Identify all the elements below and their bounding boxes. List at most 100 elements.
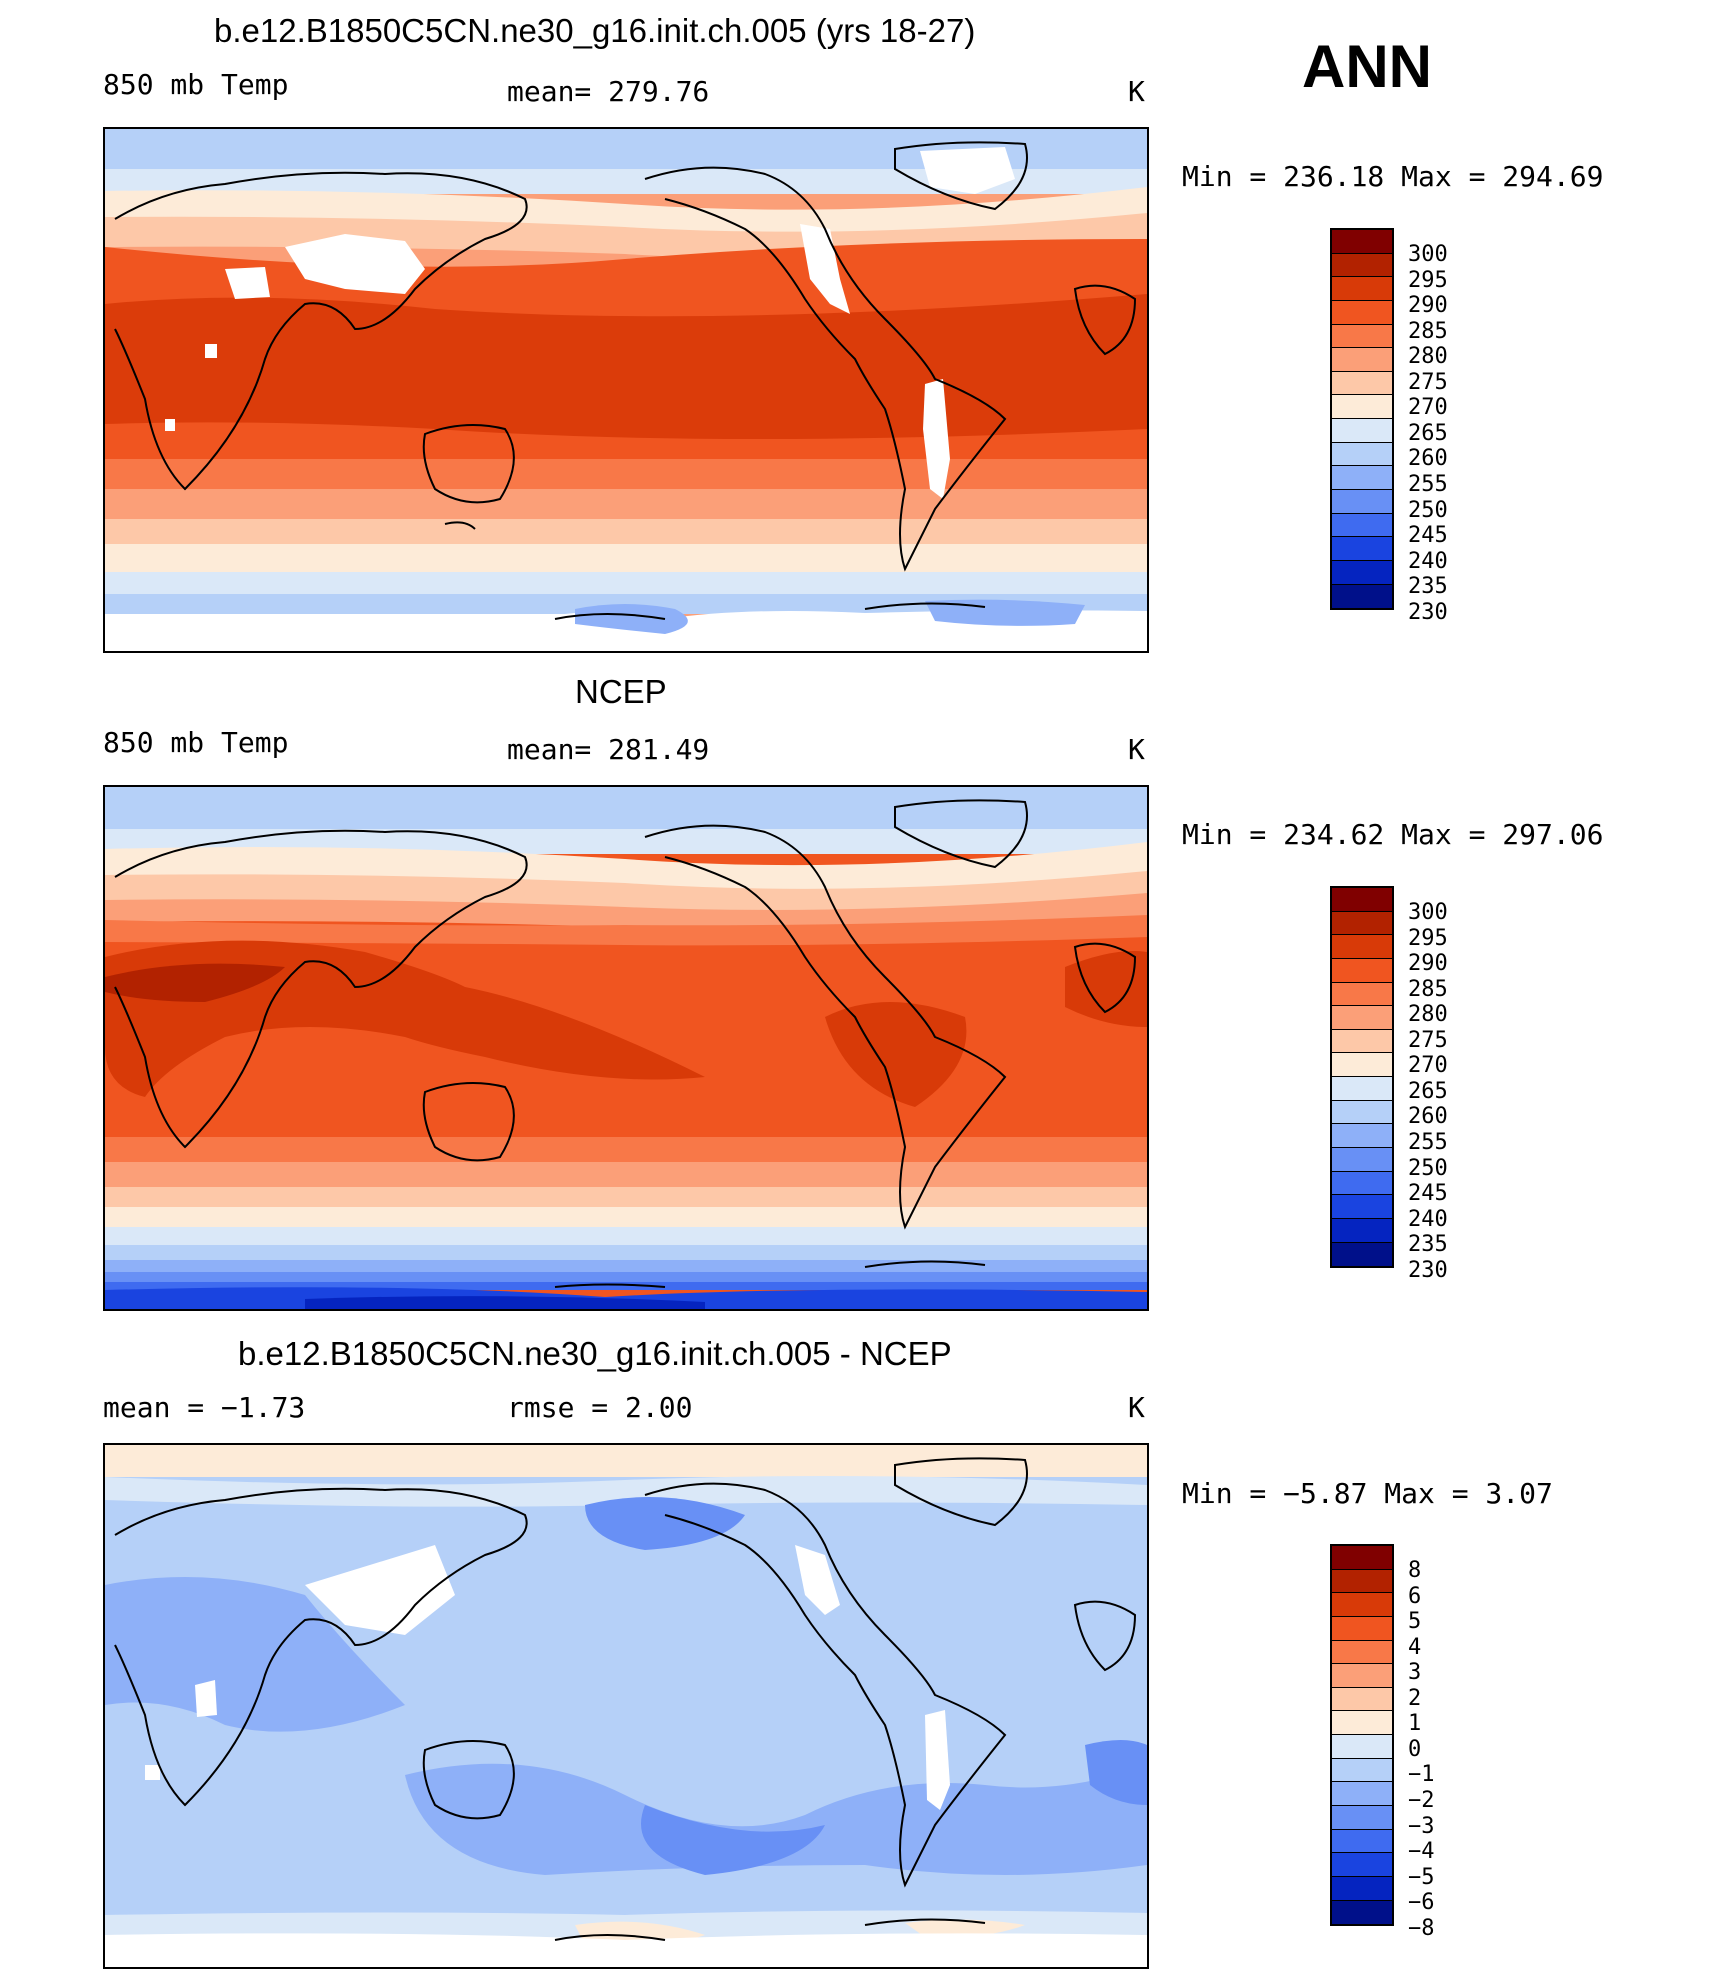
colorbar-label: 290 [1408, 293, 1448, 318]
panel3-colorbar-box [1332, 1758, 1392, 1783]
panel2-colorbar-box [1332, 888, 1392, 912]
panel1-colorbar-box [1332, 442, 1392, 467]
panel2-colorbar-box [1332, 1029, 1392, 1054]
colorbar-label: −2 [1408, 1788, 1435, 1813]
colorbar-label: 295 [1408, 268, 1448, 293]
colorbar-label: 240 [1408, 549, 1448, 574]
colorbar-label: 230 [1408, 600, 1448, 625]
colorbar-label: −3 [1408, 1814, 1435, 1839]
panel3-colorbar [1330, 1544, 1394, 1927]
colorbar-label: −5 [1408, 1865, 1435, 1890]
panel1-colorbar-box [1332, 277, 1392, 301]
season-label: ANN [1302, 33, 1432, 100]
colorbar-label: 285 [1408, 977, 1448, 1002]
colorbar-label: 8 [1408, 1558, 1422, 1583]
colorbar-label: 285 [1408, 319, 1448, 344]
panel1-units-label: K [1128, 75, 1145, 108]
panel3-colorbar-box [1332, 1569, 1392, 1594]
panel1-colorbar-box [1332, 300, 1392, 325]
colorbar-label: 255 [1408, 1130, 1448, 1155]
panel3-colorbar-box [1332, 1593, 1392, 1617]
panel3-colorbar-box [1332, 1711, 1392, 1736]
panel1-colorbar-box [1332, 348, 1392, 372]
colorbar-label: 6 [1408, 1584, 1422, 1609]
colorbar-label: 280 [1408, 344, 1448, 369]
panel1-map [103, 127, 1149, 653]
colorbar-label: 270 [1408, 1053, 1448, 1078]
colorbar-label: 250 [1408, 1156, 1448, 1181]
panel3-mean-label: mean = −1.73 [103, 1391, 306, 1424]
colorbar-label: −8 [1408, 1916, 1435, 1941]
panel1-colorbar-box [1332, 513, 1392, 538]
panel2-colorbar-box [1332, 1148, 1392, 1172]
panel3-colorbar-box [1332, 1876, 1392, 1901]
panel3-colorbar-box [1332, 1853, 1392, 1877]
panel2-colorbar-box [1332, 1171, 1392, 1196]
panel2-units-label: K [1128, 733, 1145, 766]
panel2-colorbar-box [1332, 1100, 1392, 1125]
panel1-map-svg [105, 129, 1147, 651]
panel1-colorbar-box [1332, 371, 1392, 396]
colorbar-label: 275 [1408, 370, 1448, 395]
panel1-variable-label: 850 mb Temp [103, 68, 289, 101]
panel2-colorbar-box [1332, 958, 1392, 983]
panel2-colorbar-box [1332, 911, 1392, 936]
panel3-map-svg [105, 1445, 1147, 1967]
panel3-units-label: K [1128, 1391, 1145, 1424]
panel3-colorbar-box [1332, 1900, 1392, 1925]
panel3-colorbar-box [1332, 1664, 1392, 1688]
panel1-colorbar-box [1332, 537, 1392, 561]
panel2-colorbar-box [1332, 982, 1392, 1007]
colorbar-label: 260 [1408, 1104, 1448, 1129]
panel3-colorbar-box [1332, 1687, 1392, 1712]
panel2-colorbar-box [1332, 1218, 1392, 1243]
colorbar-label: 245 [1408, 1181, 1448, 1206]
panel2-colorbar-box [1332, 1242, 1392, 1267]
panel2-map-svg [105, 787, 1147, 1309]
panel2-colorbar-box [1332, 1077, 1392, 1101]
panel3-colorbar-box [1332, 1640, 1392, 1665]
panel1-colorbar-box [1332, 584, 1392, 609]
panel2-colorbar-box [1332, 1124, 1392, 1149]
colorbar-label: 295 [1408, 926, 1448, 951]
panel3-minmax-label: Min = −5.87 Max = 3.07 [1182, 1477, 1553, 1510]
colorbar-label: 3 [1408, 1660, 1422, 1685]
colorbar-label: −6 [1408, 1890, 1435, 1915]
colorbar-label: 1 [1408, 1711, 1422, 1736]
colorbar-label: 255 [1408, 472, 1448, 497]
panel3-colorbar-box [1332, 1806, 1392, 1830]
panel1-colorbar-box [1332, 419, 1392, 443]
panel3-rmse-label: rmse = 2.00 [507, 1391, 693, 1424]
panel1-colorbar-box [1332, 253, 1392, 278]
panel3-colorbar-box [1332, 1829, 1392, 1854]
colorbar-label: 270 [1408, 395, 1448, 420]
colorbar-label: 280 [1408, 1002, 1448, 1027]
colorbar-label: 275 [1408, 1028, 1448, 1053]
panel2-minmax-label: Min = 234.62 Max = 297.06 [1182, 818, 1604, 851]
panel1-colorbar [1330, 228, 1394, 611]
colorbar-label: 2 [1408, 1686, 1422, 1711]
panel3-title: b.e12.B1850C5CN.ne30_g16.init.ch.005 - N… [238, 1335, 952, 1372]
colorbar-label: 300 [1408, 242, 1448, 267]
panel2-colorbar [1330, 886, 1394, 1269]
panel3-map [103, 1443, 1149, 1969]
panel1-minmax-label: Min = 236.18 Max = 294.69 [1182, 160, 1604, 193]
panel3-colorbar-box [1332, 1546, 1392, 1570]
panel1-mean-label: mean= 279.76 [507, 75, 710, 108]
panel3-colorbar-box [1332, 1616, 1392, 1641]
panel2-colorbar-box [1332, 1195, 1392, 1219]
colorbar-label: 265 [1408, 1079, 1448, 1104]
colorbar-label: −1 [1408, 1762, 1435, 1787]
colorbar-label: 245 [1408, 523, 1448, 548]
colorbar-label: 265 [1408, 421, 1448, 446]
panel1-colorbar-box [1332, 466, 1392, 491]
panel3-colorbar-box [1332, 1782, 1392, 1807]
panel1-colorbar-box [1332, 560, 1392, 585]
colorbar-label: 5 [1408, 1609, 1422, 1634]
colorbar-label: 235 [1408, 574, 1448, 599]
panel2-colorbar-box [1332, 935, 1392, 959]
panel2-map [103, 785, 1149, 1311]
panel2-colorbar-box [1332, 1053, 1392, 1078]
colorbar-label: −4 [1408, 1839, 1435, 1864]
colorbar-label: 290 [1408, 951, 1448, 976]
